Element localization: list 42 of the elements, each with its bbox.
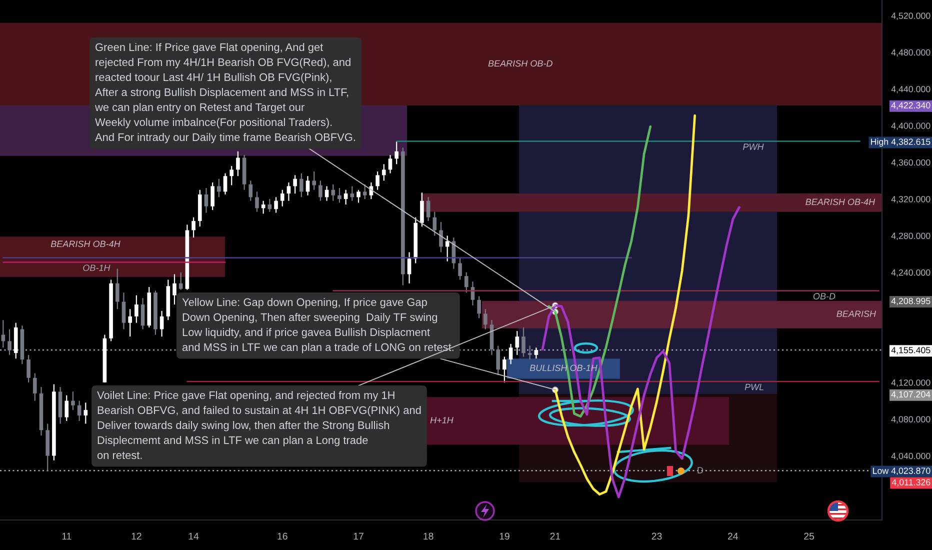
y-tick-label: 4,120.000: [891, 379, 930, 387]
series-label: PWH: [743, 144, 764, 150]
y-tick-label: 4,280.000: [891, 232, 930, 240]
annotation: Voilet Line: Price gave Flat opening, and rejected from my 1H Bearish OBFVG, and failed to sustain at 4H 1H OBFVG(PINK) and Deliver towards daily swing low, then after the Strong Bullish Displecmemt and MSS in LTF we can plan a Long trade on retest.: [97, 391, 421, 460]
y-tick-label: 4,480.000: [891, 49, 930, 57]
x-tick-label: 19: [500, 532, 510, 540]
x-tick-label: 24: [728, 532, 738, 540]
x-tick-label: 25: [804, 532, 814, 540]
y-tick-label: 4,400.000: [891, 122, 930, 130]
band-label: H+1H: [430, 417, 454, 424]
y-tick-label: Low 4,023.870: [873, 468, 930, 475]
x-tick-label: 12: [132, 532, 142, 540]
x-tick-label: 23: [652, 532, 662, 540]
y-tick-label: 4,011.326: [892, 479, 930, 486]
y-tick-label: 4,240.000: [891, 269, 930, 277]
series-label: OB-D: [813, 293, 836, 300]
x-tick-label: 16: [278, 532, 288, 540]
series-label: PWL: [744, 384, 764, 390]
x-tick-label: 14: [188, 532, 199, 540]
y-tick-label: 4,208.995: [891, 298, 930, 306]
y-tick-label: 4,520.000: [891, 12, 930, 20]
annotation: D: [698, 467, 704, 474]
band-label: BEARISH: [836, 310, 876, 317]
y-tick-label: 4,440.000: [891, 86, 930, 94]
series-label: OB-1H: [83, 264, 110, 272]
y-tick-label: 4,360.000: [891, 159, 930, 167]
y-tick-label: 4,040.000: [891, 452, 930, 460]
y-tick-label: 4,107.204: [891, 391, 930, 399]
x-tick-label: 18: [424, 532, 434, 540]
x-tick-label: 17: [354, 532, 364, 540]
band-label: BEARISH OB-4H: [806, 198, 876, 206]
x-tick-label: 11: [62, 532, 72, 540]
x-tick-label: 21: [550, 532, 560, 540]
y-tick-label: 4,155.405: [891, 346, 930, 354]
y-tick-label: 4,320.000: [891, 196, 930, 204]
annotation: Green Line: If Price gave Flat opening, And get rejected From my 4H/1H Bearish OB FVG(Red), and reacted toour Last 4H/ 1H Bullish OB FVG(Pink), After a strong Bullish Displacement and MSS in LTF, we can plan entry on Retest and Target our Weekly volume imbalnce(For positional Traders). And For intrady our Daily time frame Bearish OBFVG.: [94, 43, 355, 144]
band-label: BEARISH OB-4H: [50, 240, 120, 248]
y-tick-label: 4,422.340: [891, 102, 930, 110]
y-tick-label: High 4,382.615: [871, 138, 930, 147]
annotation: Yellow Line: Gap down Opening, If price gave Gap Down Opening, Then after sweeping Daily TF swing Low liquidty, and if price gavea Bullish Displacment and MSS in LTF we can plan a trade of LONG on retest.: [182, 298, 454, 354]
y-tick-label: 4,080.000: [891, 416, 930, 424]
band-label: BEARISH OB-D: [488, 60, 552, 67]
